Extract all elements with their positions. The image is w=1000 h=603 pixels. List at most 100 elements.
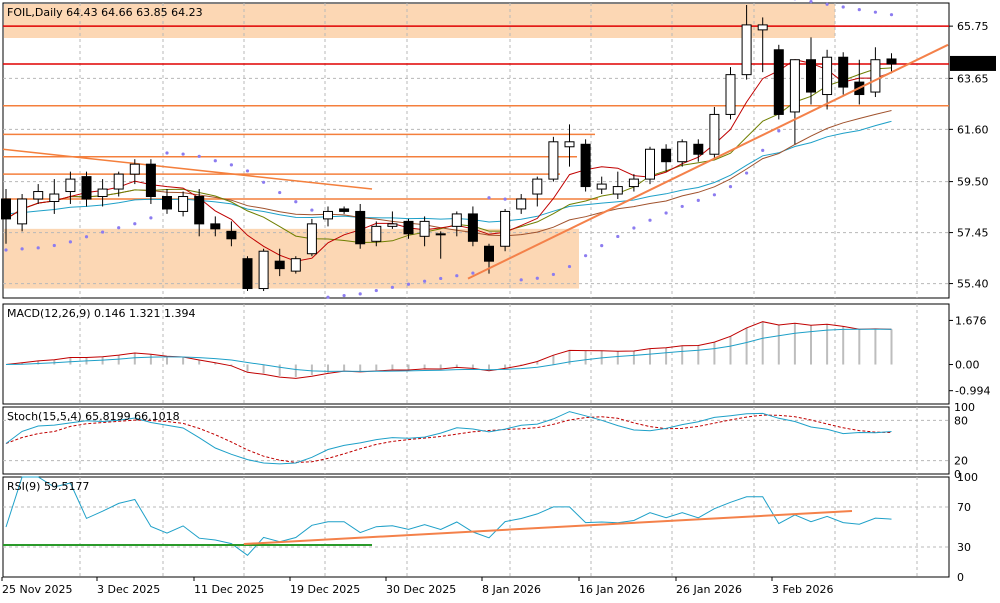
price-tick-label: 63.65 bbox=[957, 72, 989, 85]
sar-dot bbox=[310, 208, 313, 211]
sar-dot bbox=[697, 199, 700, 202]
candle-body bbox=[2, 199, 11, 219]
sar-dot bbox=[826, 3, 829, 6]
macd-tick-label: 1.676 bbox=[955, 314, 987, 327]
candle-body bbox=[533, 179, 542, 194]
candle-body bbox=[581, 144, 590, 186]
sar-dot bbox=[874, 11, 877, 14]
candle-body bbox=[259, 251, 268, 288]
sar-dot bbox=[69, 240, 72, 243]
sar-dot bbox=[584, 254, 587, 257]
x-axis-label: 8 Jan 2026 bbox=[482, 583, 541, 596]
sar-dot bbox=[117, 226, 120, 229]
candle-body bbox=[356, 211, 365, 243]
sar-dot bbox=[85, 235, 88, 238]
candle-body bbox=[66, 179, 75, 191]
candle-body bbox=[871, 60, 880, 92]
sar-dot bbox=[343, 294, 346, 297]
sar-dot bbox=[761, 149, 764, 152]
sar-dot bbox=[262, 181, 265, 184]
candle-body bbox=[807, 60, 816, 92]
sar-dot bbox=[665, 211, 668, 214]
sar-dot bbox=[858, 8, 861, 11]
sar-dot bbox=[391, 286, 394, 289]
candle-body bbox=[275, 261, 284, 268]
candle-body bbox=[146, 164, 155, 196]
sar-dot bbox=[552, 273, 555, 276]
sar-dot bbox=[198, 155, 201, 158]
candle-body bbox=[372, 226, 381, 241]
sar-dot bbox=[471, 271, 474, 274]
price-tick-label: 57.45 bbox=[957, 227, 989, 240]
sar-dot bbox=[165, 151, 168, 154]
candle-body bbox=[452, 214, 461, 226]
sar-dot bbox=[842, 5, 845, 8]
stoch-label: Stoch(15,5,4) 65.8199 66.1018 bbox=[7, 410, 180, 423]
candle-body bbox=[710, 114, 719, 154]
sar-dot bbox=[890, 13, 893, 16]
price-tick-label: 55.40 bbox=[957, 278, 989, 291]
x-axis-label: 30 Dec 2025 bbox=[386, 583, 456, 596]
price-tick-label: 65.75 bbox=[957, 20, 989, 33]
candle-body bbox=[662, 149, 671, 161]
candle-body bbox=[839, 57, 848, 87]
rsi-tick-label: 100 bbox=[957, 471, 978, 484]
sar-dot bbox=[359, 292, 362, 295]
sar-dot bbox=[53, 244, 56, 247]
sar-dot bbox=[504, 198, 507, 201]
x-axis-label: 25 Nov 2025 bbox=[2, 583, 72, 596]
candle-body bbox=[501, 211, 510, 246]
candle-body bbox=[388, 224, 397, 226]
sar-dot bbox=[407, 283, 410, 286]
candle-body bbox=[597, 184, 606, 189]
candle-body bbox=[227, 231, 236, 238]
stoch-tick-label: 100 bbox=[954, 401, 975, 414]
price-tick-label: 61.60 bbox=[957, 123, 989, 136]
macd-tick-label: -0.994 bbox=[955, 385, 990, 398]
sar-dot bbox=[713, 193, 716, 196]
x-axis-label: 26 Jan 2026 bbox=[676, 583, 742, 596]
candle-body bbox=[179, 197, 188, 212]
candle-body bbox=[420, 221, 429, 236]
sar-dot bbox=[37, 246, 40, 249]
sar-dot bbox=[681, 205, 684, 208]
sar-dot bbox=[246, 169, 249, 172]
sar-dot bbox=[600, 244, 603, 247]
stoch-tick-label: 20 bbox=[954, 455, 968, 468]
candle-body bbox=[436, 234, 445, 235]
price-tick-label: 59.50 bbox=[957, 176, 989, 189]
candle-body bbox=[307, 224, 316, 254]
x-axis-label: 16 Jan 2026 bbox=[579, 583, 645, 596]
candle-body bbox=[887, 59, 896, 64]
candle-body bbox=[18, 199, 27, 224]
macd-label: MACD(12,26,9) 0.146 1.321 1.394 bbox=[7, 307, 196, 320]
sar-dot bbox=[520, 278, 523, 281]
candle-body bbox=[243, 259, 252, 289]
sar-dot bbox=[809, 0, 812, 3]
candle-body bbox=[114, 174, 123, 189]
sar-dot bbox=[214, 159, 217, 162]
candle-body bbox=[485, 246, 494, 261]
rsi-tick-label: 70 bbox=[957, 501, 971, 514]
sar-dot bbox=[439, 277, 442, 280]
sar-dot bbox=[745, 171, 748, 174]
sar-dot bbox=[4, 248, 7, 251]
sar-dot bbox=[149, 216, 152, 219]
sar-dot bbox=[777, 129, 780, 132]
candle-body bbox=[468, 214, 477, 241]
rsi-tick-label: 30 bbox=[957, 541, 971, 554]
sar-dot bbox=[133, 222, 136, 225]
candle-body bbox=[211, 224, 220, 229]
candle-body bbox=[565, 142, 574, 147]
candle-body bbox=[340, 209, 349, 211]
sar-dot bbox=[568, 265, 571, 268]
candle-body bbox=[98, 189, 107, 196]
candle-body bbox=[678, 142, 687, 162]
candle-body bbox=[291, 259, 300, 271]
x-axis-label: 3 Dec 2025 bbox=[97, 583, 160, 596]
sar-dot bbox=[278, 191, 281, 194]
stoch-tick-label: 80 bbox=[954, 414, 968, 427]
candle-body bbox=[517, 199, 526, 209]
